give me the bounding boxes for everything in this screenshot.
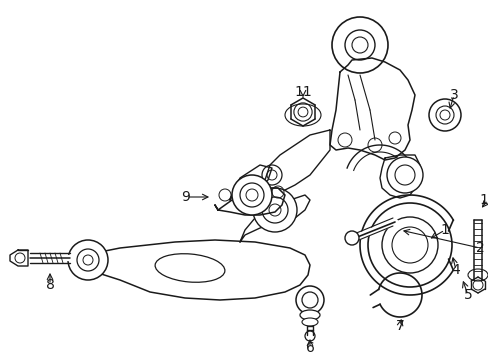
Circle shape <box>381 217 437 273</box>
Text: 6: 6 <box>305 341 314 355</box>
Circle shape <box>240 183 264 207</box>
Circle shape <box>295 286 324 314</box>
Circle shape <box>428 99 460 131</box>
Text: 11: 11 <box>293 85 311 99</box>
Circle shape <box>345 231 358 245</box>
Text: 1: 1 <box>440 223 448 237</box>
Circle shape <box>77 249 99 271</box>
Text: 4: 4 <box>451 263 459 277</box>
Text: 10: 10 <box>478 193 488 207</box>
Circle shape <box>367 203 451 287</box>
Circle shape <box>331 17 387 73</box>
Circle shape <box>231 175 271 215</box>
Circle shape <box>252 188 296 232</box>
Ellipse shape <box>155 254 224 282</box>
Ellipse shape <box>299 310 319 320</box>
Circle shape <box>68 240 108 280</box>
Ellipse shape <box>302 318 317 326</box>
Circle shape <box>386 157 422 193</box>
Text: 5: 5 <box>463 288 471 302</box>
Text: 3: 3 <box>448 88 457 102</box>
Text: 8: 8 <box>45 278 54 292</box>
Ellipse shape <box>467 269 487 281</box>
Text: 9: 9 <box>181 190 190 204</box>
Circle shape <box>262 197 287 223</box>
Text: 2: 2 <box>475 241 484 255</box>
Text: 7: 7 <box>395 319 404 333</box>
